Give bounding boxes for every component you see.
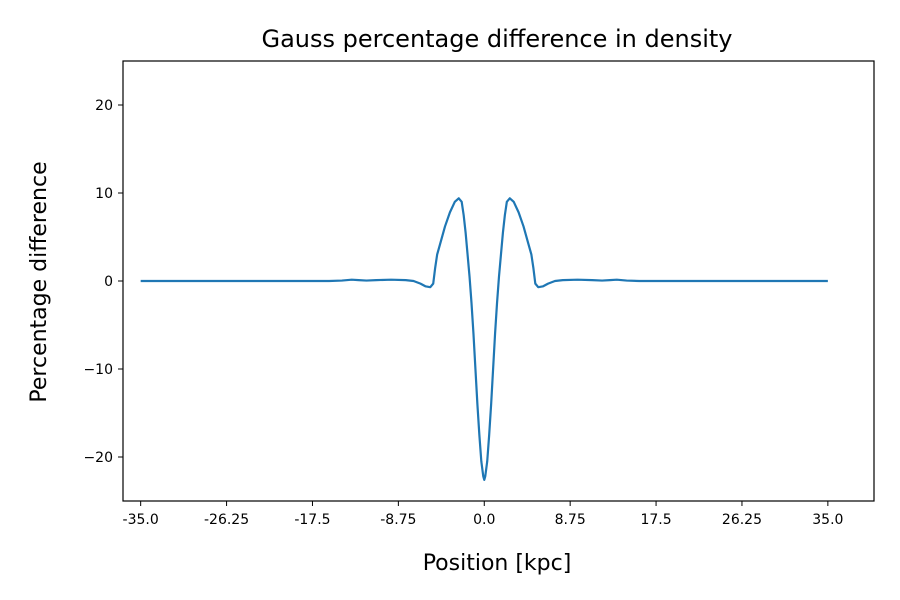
y-tick-label: −10 [83, 362, 113, 378]
y-tick-label: 0 [104, 274, 113, 290]
x-tick-label: -26.25 [204, 512, 249, 528]
series-line-0 [140, 197, 828, 481]
y-tick-label: 10 [95, 186, 113, 202]
x-tick-label: -17.5 [294, 512, 330, 528]
x-tick-label: 8.75 [555, 512, 586, 528]
x-tick-label: -35.0 [123, 512, 159, 528]
x-axis: -35.0 -26.25 -17.5 -8.75 0.0 8.75 17.5 26.25 35.… [123, 501, 843, 528]
x-axis-label: Position [kpc] [423, 551, 572, 576]
x-tick-label: 26.25 [722, 512, 762, 528]
y-tick-label: −20 [83, 450, 113, 466]
chart-title: Gauss percentage difference in density [261, 25, 732, 53]
plot-area [140, 197, 828, 481]
y-axis: −20 −10 0 10 20 [83, 98, 123, 466]
x-tick-label: 35.0 [812, 512, 843, 528]
x-tick-label: 17.5 [640, 512, 671, 528]
y-axis-label: Percentage difference [27, 161, 52, 402]
y-tick-label: 20 [95, 98, 113, 114]
x-tick-label: -8.75 [380, 512, 416, 528]
x-tick-label: 0.0 [473, 512, 495, 528]
